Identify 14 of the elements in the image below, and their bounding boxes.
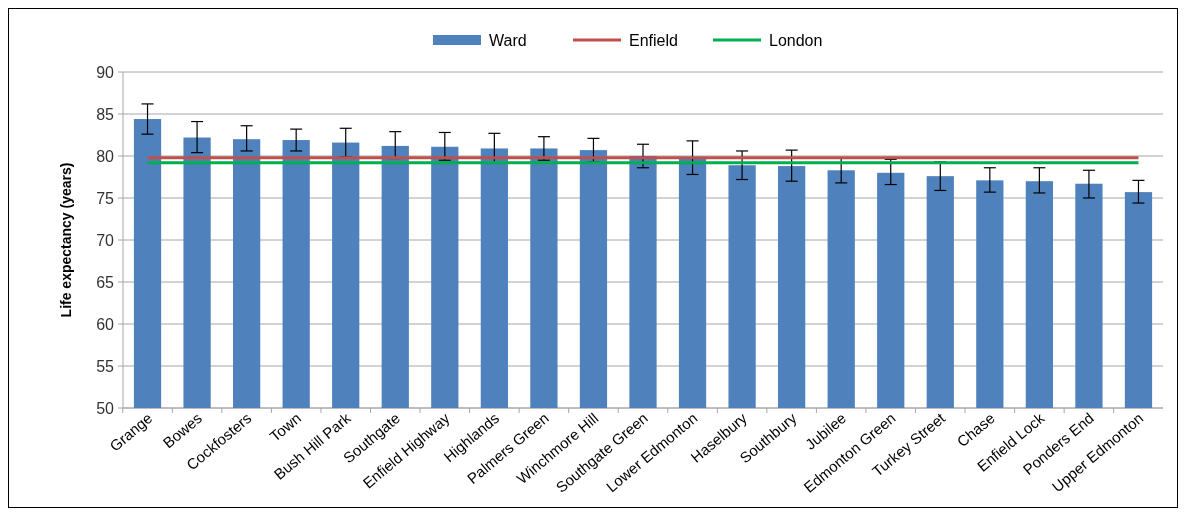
y-tick-label: 85 (96, 105, 115, 123)
y-tick-label: 65 (96, 273, 115, 291)
y-axis-title: Life expectancy (years) (58, 162, 74, 318)
x-tick-label: Town (266, 409, 305, 445)
y-tick-label: 70 (96, 231, 115, 249)
y-tick-label: 60 (96, 315, 115, 333)
y-tick-label: 75 (96, 189, 115, 207)
y-tick-label: 80 (96, 147, 115, 165)
legend-label: Enfield (629, 31, 678, 49)
y-tick-label: 90 (96, 63, 115, 81)
y-tick-label: 50 (96, 399, 115, 417)
legend-label: Ward (489, 31, 527, 49)
legend-label: London (769, 31, 823, 49)
y-tick-label: 55 (96, 357, 115, 375)
